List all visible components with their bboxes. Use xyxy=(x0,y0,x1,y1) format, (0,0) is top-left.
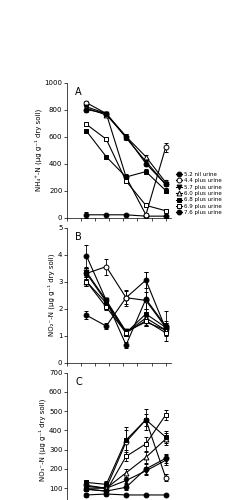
Text: B: B xyxy=(75,232,82,241)
Y-axis label: NO₃⁻-N (μg g⁻¹ dry soil): NO₃⁻-N (μg g⁻¹ dry soil) xyxy=(39,399,46,481)
Text: C: C xyxy=(75,376,82,386)
Text: A: A xyxy=(75,86,82,97)
Y-axis label: NO₂⁻-N (μg g⁻¹ dry soil): NO₂⁻-N (μg g⁻¹ dry soil) xyxy=(48,254,55,336)
Y-axis label: NH₄⁺-N (μg g⁻¹ dry soil): NH₄⁺-N (μg g⁻¹ dry soil) xyxy=(34,109,42,191)
Legend: 5.2 nil urine, 4.4 plus urine, 5.7 plus urine, 6.0 plus urine, 6.8 plus urine, 6: 5.2 nil urine, 4.4 plus urine, 5.7 plus … xyxy=(174,170,224,218)
